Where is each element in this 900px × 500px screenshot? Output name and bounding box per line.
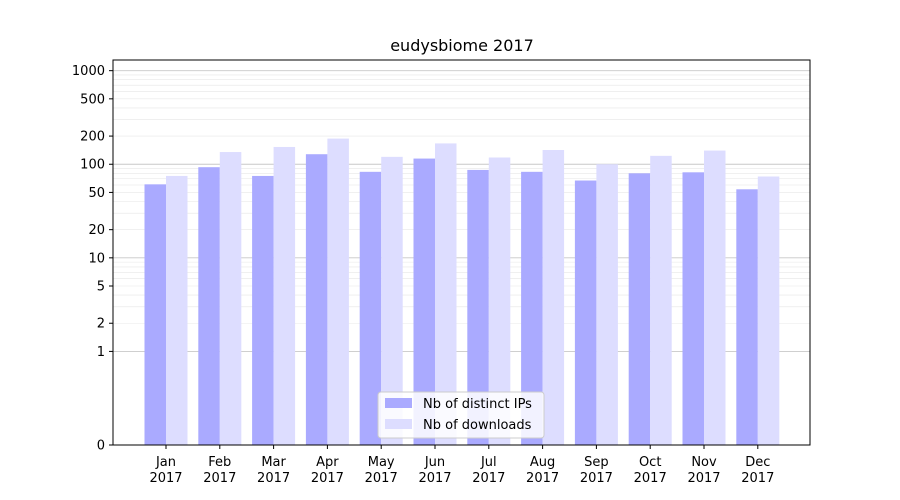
plot-area-frame: [112, 59, 811, 446]
x-tick-label-month: Jan: [155, 455, 176, 470]
bar-distinct-ips-11: [736, 189, 758, 445]
bar-downloads-2: [273, 146, 296, 446]
x-tick-label-year: 2017: [149, 471, 182, 486]
x-tick-label-year: 2017: [634, 471, 667, 486]
legend-swatch: [385, 398, 412, 408]
y-tick-label: 200: [80, 130, 105, 145]
bar-distinct-ips-0: [144, 184, 166, 445]
y-axis: 0 1 2 5 10 20 50 100 200 500 1000: [72, 64, 113, 454]
x-tick-label-year: 2017: [418, 471, 451, 486]
chart-title: eudysbiome 2017: [390, 36, 534, 55]
x-tick-label-year: 2017: [741, 471, 774, 486]
bar-downloads-1: [219, 152, 242, 445]
x-axis: Jan2017Feb2017Mar2017Apr2017May2017Jun20…: [149, 445, 774, 486]
y-tick-label: 20: [88, 223, 105, 238]
x-tick-label-month: Jul: [480, 455, 497, 470]
x-tick-label-month: Oct: [639, 455, 661, 470]
bar-distinct-ips-7: [521, 171, 543, 445]
bar-downloads-3: [327, 138, 349, 445]
bar-distinct-ips-2: [252, 175, 274, 445]
bars: [144, 138, 780, 446]
legend-label: Nb of downloads: [423, 418, 532, 433]
bar-distinct-ips-5: [413, 158, 435, 445]
bar-distinct-ips-9: [628, 173, 651, 445]
x-tick-label-month: Mar: [261, 455, 286, 470]
y-tick-label: 50: [88, 186, 105, 201]
bar-distinct-ips-3: [305, 154, 328, 446]
x-tick-label-year: 2017: [472, 471, 505, 486]
x-tick-label-month: May: [368, 455, 395, 470]
x-tick-label-month: Apr: [316, 455, 339, 470]
x-tick-label-month: Feb: [208, 455, 231, 470]
legend: Nb of distinct IPs Nb of downloads: [377, 391, 545, 439]
y-tick-label: 2: [97, 317, 105, 332]
bar-distinct-ips-10: [682, 172, 704, 446]
y-tick-label: 100: [80, 158, 105, 173]
x-tick-label-month: Dec: [745, 455, 770, 470]
bar-distinct-ips-8: [574, 180, 597, 446]
bar-downloads-11: [757, 176, 780, 446]
bar-downloads-8: [596, 164, 618, 445]
x-tick-label-year: 2017: [687, 471, 720, 486]
bar-downloads-4: [381, 156, 403, 446]
bar-downloads-9: [650, 155, 672, 445]
x-tick-label-month: Aug: [530, 455, 555, 470]
x-tick-label-month: Sep: [584, 455, 609, 470]
legend-label: Nb of distinct IPs: [423, 397, 532, 412]
bar-downloads-10: [704, 150, 726, 445]
bar-downloads-7: [542, 149, 565, 445]
legend-box: [377, 391, 545, 439]
bar-downloads-5: [435, 143, 457, 446]
bar-downloads-6: [488, 157, 511, 445]
x-tick-label-month: Nov: [691, 455, 717, 470]
x-tick-label-month: Jun: [424, 455, 445, 470]
bar-distinct-ips-4: [359, 171, 382, 445]
y-tick-label: 1000: [72, 64, 105, 79]
bar-downloads-0: [166, 175, 188, 445]
y-tick-label: 10: [88, 251, 105, 266]
y-tick-label: 500: [80, 92, 105, 107]
x-tick-label-year: 2017: [580, 471, 613, 486]
y-tick-label: 1: [97, 345, 105, 360]
bar-distinct-ips-6: [467, 169, 489, 445]
x-tick-label-year: 2017: [365, 471, 398, 486]
legend-swatch: [385, 419, 412, 429]
x-tick-label-year: 2017: [257, 471, 290, 486]
x-tick-label-year: 2017: [311, 471, 344, 486]
bar-distinct-ips-1: [198, 167, 220, 446]
x-tick-label-year: 2017: [526, 471, 559, 486]
y-tick-label: 5: [97, 280, 105, 295]
y-tick-label: 0: [97, 439, 105, 454]
x-tick-label-year: 2017: [203, 471, 236, 486]
